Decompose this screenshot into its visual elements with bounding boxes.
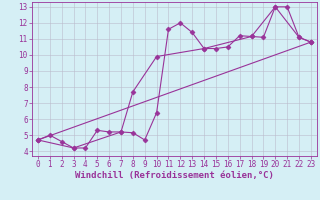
X-axis label: Windchill (Refroidissement éolien,°C): Windchill (Refroidissement éolien,°C) bbox=[75, 171, 274, 180]
